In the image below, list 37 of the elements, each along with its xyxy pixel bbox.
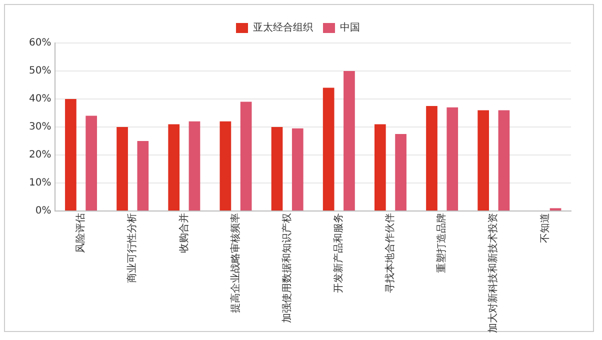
bar xyxy=(498,110,510,210)
y-tick-label: 0% xyxy=(35,206,52,217)
x-tick-label: 寻找本地合作伙伴 xyxy=(384,213,396,293)
y-tick-label: 40% xyxy=(28,94,52,105)
x-tick-label: 商业可行性分析 xyxy=(126,213,138,283)
x-tick-label: 重塑打造品牌 xyxy=(436,213,448,273)
x-tick-label: 风险评估 xyxy=(74,213,87,253)
y-tick-label: 20% xyxy=(28,150,52,161)
bar xyxy=(86,116,98,210)
bar xyxy=(426,106,438,210)
bar xyxy=(446,107,458,210)
bar xyxy=(478,110,489,210)
bar xyxy=(220,121,232,210)
bar xyxy=(168,124,180,210)
x-tick-label: 不知道 xyxy=(538,213,551,243)
legend-label: 亚太经合组织 xyxy=(253,22,313,34)
x-tick-label: 加大对新科技和新技术投资 xyxy=(487,213,500,333)
bar xyxy=(374,124,386,210)
bar xyxy=(344,71,355,210)
y-tick-label: 50% xyxy=(28,66,52,77)
x-tick-label: 提高企业战略审核频率 xyxy=(229,213,242,313)
bar xyxy=(65,99,76,210)
y-tick-label: 60% xyxy=(28,38,52,49)
x-tick-label: 加强使用数据和知识产权 xyxy=(280,213,293,323)
x-tick-label: 开发新产品和服务 xyxy=(332,213,344,293)
x-tick-label: 收购合并 xyxy=(178,213,190,253)
bar xyxy=(292,128,304,210)
bar xyxy=(322,88,334,210)
bar xyxy=(188,121,200,210)
y-tick-label: 30% xyxy=(28,122,52,133)
bar xyxy=(137,141,149,210)
bar xyxy=(395,134,406,210)
y-tick-label: 10% xyxy=(28,178,52,189)
bar xyxy=(271,127,283,210)
bar xyxy=(116,127,128,210)
legend-label: 中国 xyxy=(340,22,360,34)
bar xyxy=(240,102,252,210)
